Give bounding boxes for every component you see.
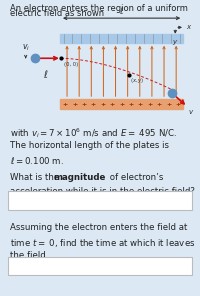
Text: +: + [128, 102, 134, 107]
Text: Assuming the electron enters the field at: Assuming the electron enters the field a… [10, 223, 187, 232]
Bar [60, 99, 183, 109]
Text: +: + [147, 102, 152, 107]
Text: What is the: What is the [10, 173, 62, 181]
Text: An electron enters the region of a uniform: An electron enters the region of a unifo… [10, 4, 188, 13]
Text: +: + [72, 102, 77, 107]
Text: +: + [119, 102, 124, 107]
Text: magnitude: magnitude [54, 173, 106, 181]
Text: +: + [166, 102, 171, 107]
Text: time $t =$ 0, find the time at which it leaves: time $t =$ 0, find the time at which it … [10, 237, 195, 249]
Text: acceleration while it is in the electric field?: acceleration while it is in the electric… [10, 187, 195, 196]
Text: $x$: $x$ [186, 23, 192, 31]
Text: The horizontal length of the plates is: The horizontal length of the plates is [10, 141, 169, 150]
Bar [60, 33, 183, 43]
Text: the field: the field [10, 251, 46, 260]
Text: $\ell$: $\ell$ [43, 68, 49, 80]
Text: $(x, y)$: $(x, y)$ [130, 76, 145, 85]
Text: +: + [138, 102, 143, 107]
Text: +: + [110, 102, 115, 107]
Text: +: + [63, 102, 68, 107]
Text: $v$: $v$ [188, 108, 195, 116]
Text: with $v_i = 7 \times 10^6$ m/s and $E =$ 495 N/C.: with $v_i = 7 \times 10^6$ m/s and $E =$… [10, 126, 177, 140]
Text: +: + [157, 102, 162, 107]
Text: $v_i$: $v_i$ [22, 42, 30, 53]
Text: $\ell = 0.100$ m.: $\ell = 0.100$ m. [10, 155, 64, 166]
Text: $y$: $y$ [172, 38, 178, 47]
Text: +: + [175, 102, 181, 107]
Text: of electron’s: of electron’s [107, 173, 163, 181]
Text: electric field as shown: electric field as shown [10, 9, 104, 18]
Text: $\ell$: $\ell$ [119, 5, 124, 16]
Text: +: + [91, 102, 96, 107]
Text: +: + [100, 102, 105, 107]
Text: (0, 0): (0, 0) [64, 62, 78, 67]
Text: +: + [81, 102, 87, 107]
